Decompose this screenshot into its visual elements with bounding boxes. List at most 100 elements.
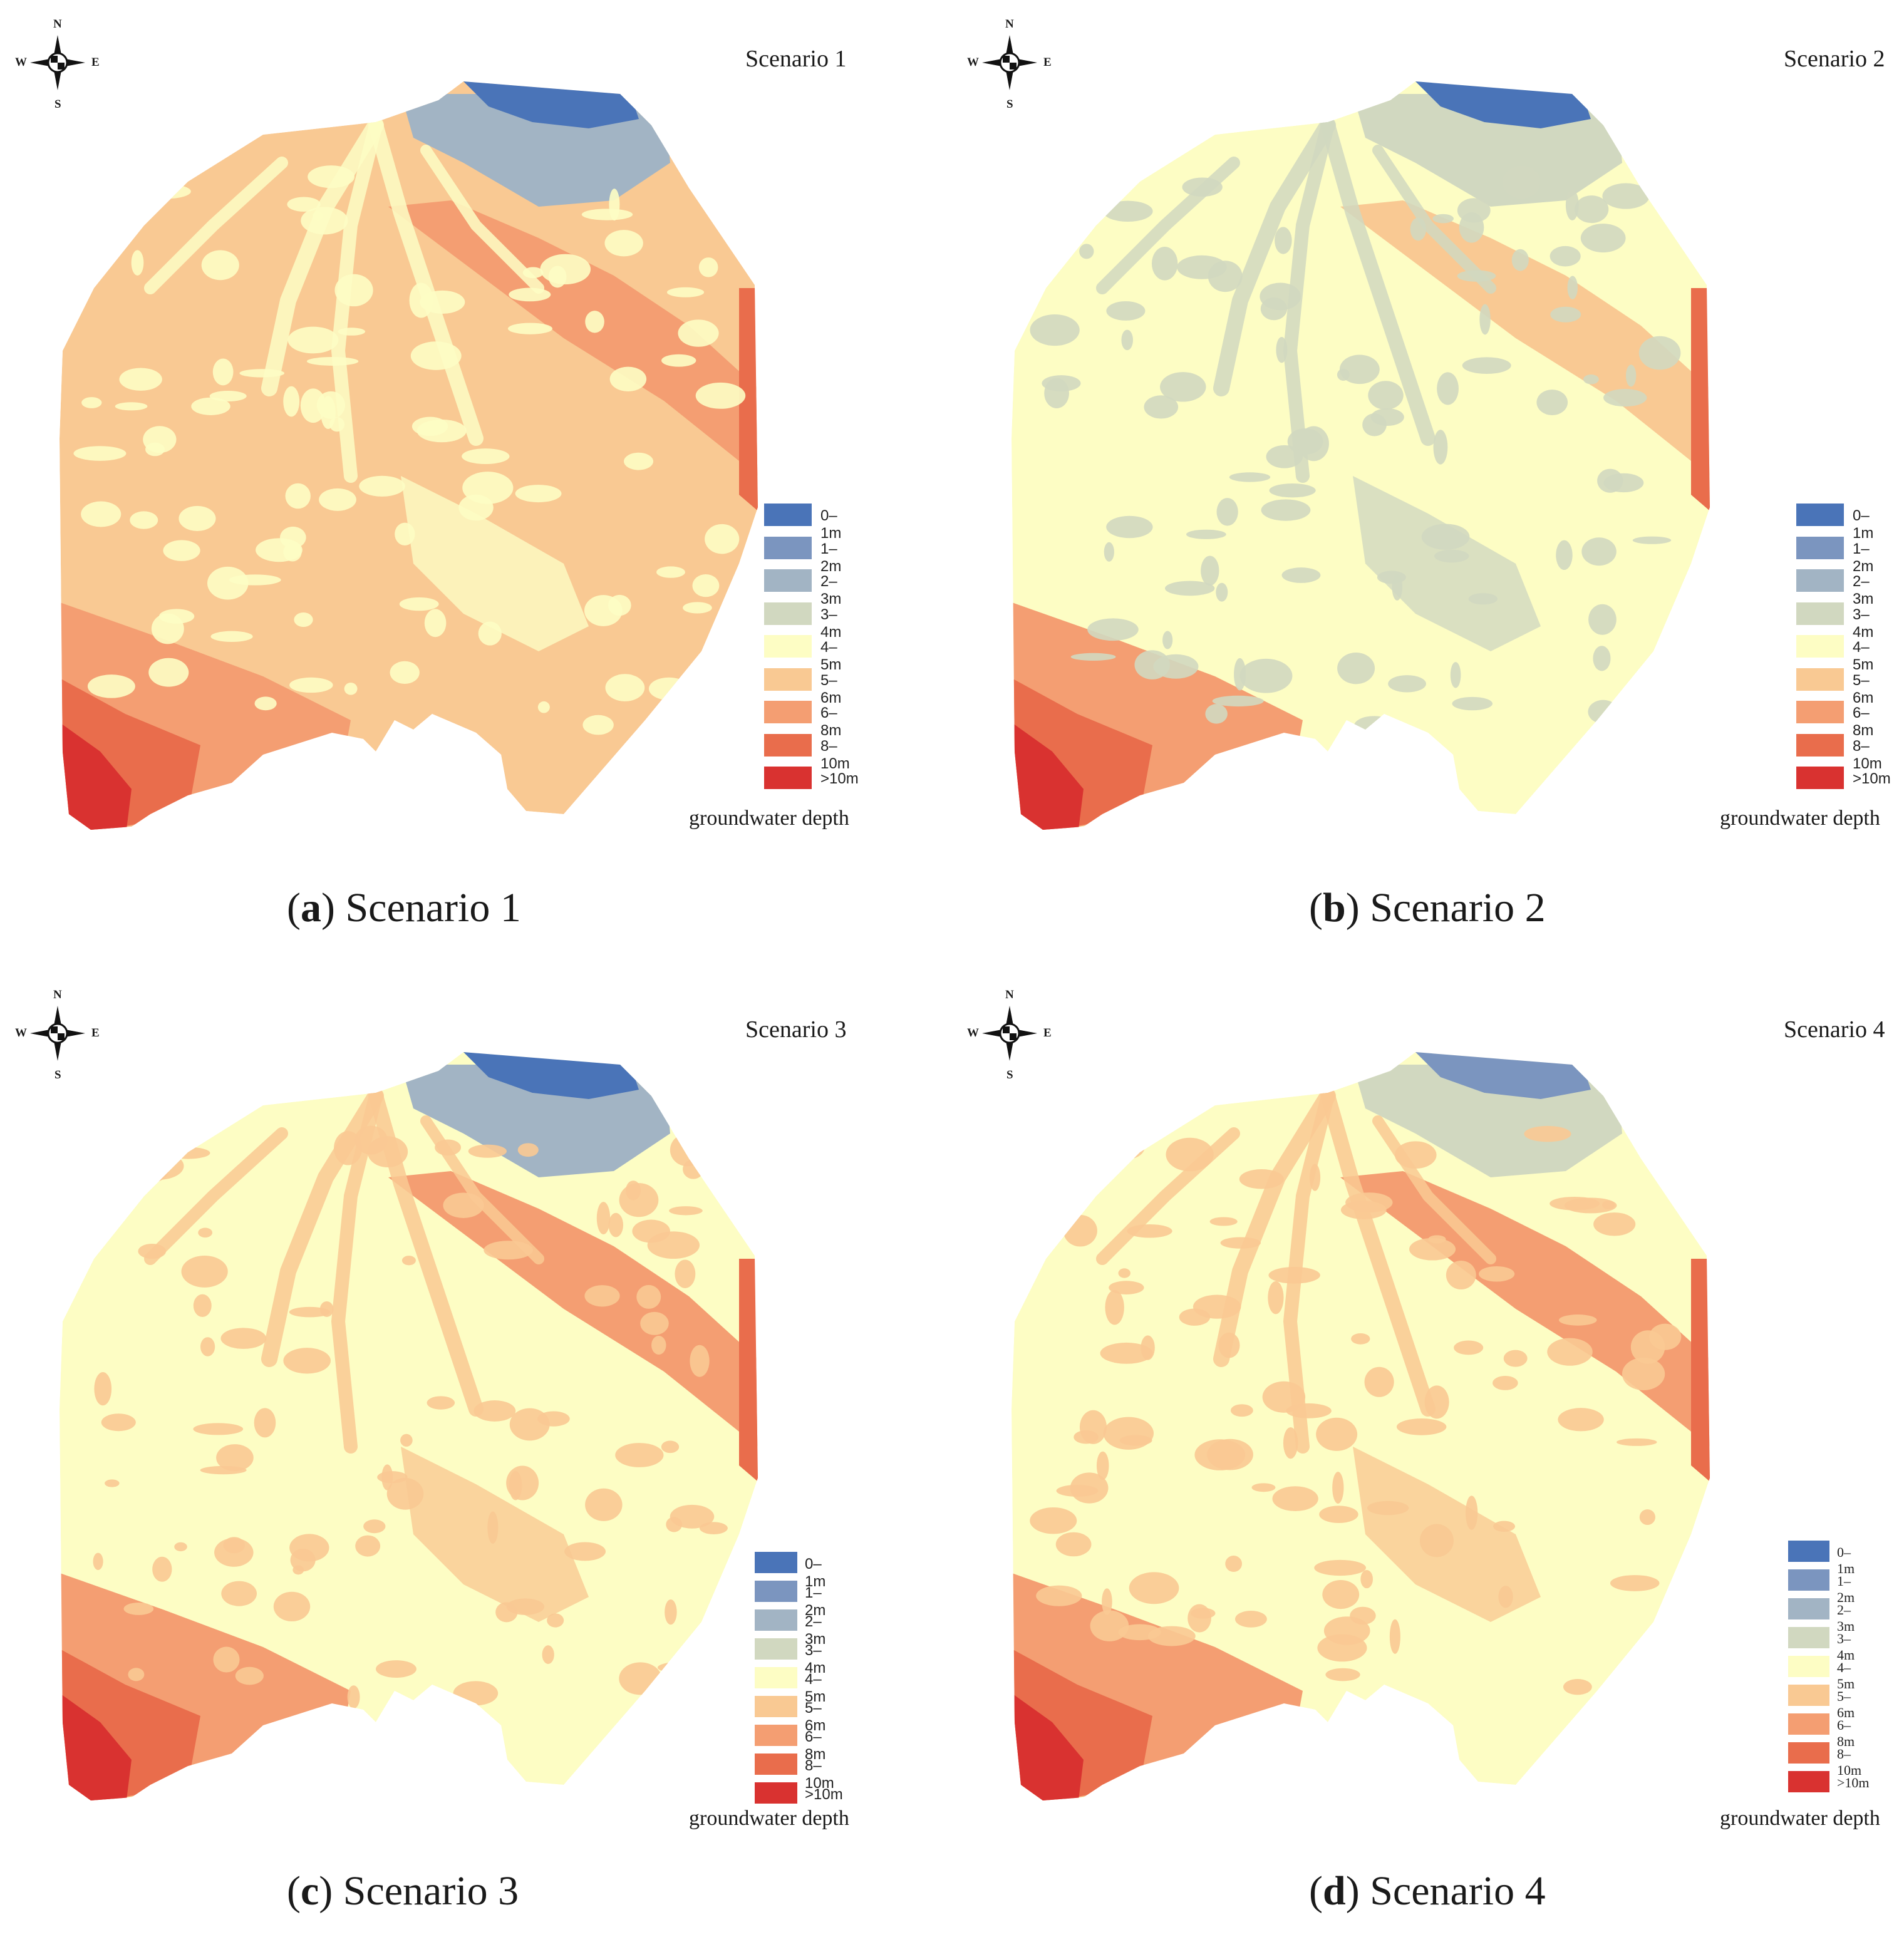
zone-patch — [1220, 1237, 1261, 1249]
zone-patch — [158, 609, 195, 624]
zone-patch — [142, 184, 191, 199]
legend-label: 1–2m — [1853, 540, 1874, 575]
zone-patch — [1368, 381, 1404, 410]
zone-patch — [1332, 1472, 1344, 1504]
zone-patch — [1269, 483, 1316, 498]
zone-patch — [105, 1479, 120, 1487]
zone-patch — [1639, 1509, 1655, 1526]
zone-patch — [287, 197, 321, 212]
zone-patch — [692, 574, 720, 597]
legend-label: 4–5m — [1853, 639, 1874, 673]
panel-caption: (c) Scenario 3 — [287, 1868, 519, 1914]
zone-patch — [582, 715, 614, 735]
scenario-title: Scenario 1 — [745, 46, 847, 72]
zone-patch — [681, 1663, 696, 1677]
zone-patch — [675, 1259, 696, 1288]
zone-patch — [1063, 1214, 1097, 1247]
zone-patch — [178, 505, 216, 532]
zone-patch — [1597, 468, 1623, 493]
legend-swatch — [764, 635, 812, 658]
legend-swatch — [1788, 1627, 1829, 1648]
zone-patch — [1144, 395, 1179, 419]
zone-patch — [338, 328, 366, 336]
zone-patch — [1593, 646, 1611, 671]
zone-patch — [1432, 214, 1454, 224]
zone-patch — [596, 1202, 611, 1234]
zone-patch — [1524, 1125, 1571, 1142]
zone-patch — [87, 674, 135, 698]
zone-belt — [388, 1171, 758, 1447]
zone-patch — [1395, 1141, 1437, 1169]
zone-patch — [1286, 1403, 1332, 1418]
zone-patch — [181, 1255, 228, 1288]
zone-patch — [306, 356, 359, 366]
map-layers — [59, 1052, 758, 1800]
zone-patch — [163, 540, 200, 561]
zone-patch — [515, 485, 562, 503]
map-layers — [1011, 1052, 1710, 1800]
zone-patch — [409, 282, 433, 318]
zone-east-edge — [739, 1259, 758, 1484]
legend-label: >10m — [1837, 1775, 1870, 1790]
zone-patch — [138, 1244, 167, 1259]
legend-label: 5–6m — [820, 671, 842, 706]
legend-label: 6–8m — [805, 1728, 826, 1763]
zone-patch — [148, 658, 189, 687]
zone-channel — [420, 145, 544, 294]
scenario-title: Scenario 4 — [1784, 1016, 1885, 1043]
zone-patch — [1478, 1266, 1515, 1282]
legend-title: groundwater depth — [689, 807, 849, 830]
zone-patch — [1550, 245, 1581, 267]
legend-label: 2–3m — [820, 573, 842, 607]
zone-patch — [94, 1372, 112, 1406]
zone-patch — [285, 483, 311, 509]
zone-patch — [608, 594, 631, 616]
zone-central — [401, 1447, 589, 1622]
zone-patch — [212, 358, 234, 386]
zone-patch — [1396, 1418, 1447, 1435]
legend-title: groundwater depth — [689, 1807, 849, 1830]
legend-swatch — [1788, 1598, 1829, 1619]
zone-patch — [116, 1154, 132, 1171]
zone-patch — [1389, 1619, 1400, 1654]
zone-patch — [1424, 1385, 1449, 1419]
zone-patch — [319, 1301, 334, 1317]
zone-patch — [1575, 195, 1609, 224]
zone-patch — [1261, 499, 1311, 521]
zone-patch — [1102, 200, 1153, 222]
north-arrow-icon: N S W E — [966, 18, 1053, 111]
zone-patch — [101, 1413, 136, 1432]
legend-swatch — [1788, 1742, 1829, 1764]
zone-patch — [1428, 1235, 1446, 1244]
legend-swatch — [755, 1667, 797, 1688]
zone-patch — [1087, 618, 1139, 641]
legend-swatch — [1796, 767, 1844, 789]
zone-patch — [1070, 653, 1116, 661]
zone-patch — [1649, 1323, 1682, 1350]
zone-patch — [1104, 542, 1114, 562]
zone-patch — [1262, 1381, 1306, 1413]
zone-patch — [678, 319, 719, 347]
zone-patch — [220, 1328, 267, 1349]
zone-patch — [200, 1337, 215, 1356]
zone-patch — [435, 1139, 462, 1156]
zone-patch — [334, 274, 373, 307]
zone-patch — [604, 230, 643, 257]
legend-label: 5–6m — [1837, 1688, 1855, 1720]
zone-patch — [1583, 374, 1599, 385]
zone-patch — [708, 650, 723, 666]
zone-patch — [581, 209, 633, 220]
legend-label: 0–1m — [805, 1556, 826, 1590]
panel-caption: (a) Scenario 1 — [287, 885, 521, 931]
caption-letter: a — [300, 885, 321, 931]
zone-patch — [585, 311, 604, 333]
caption-letter: c — [300, 1868, 319, 1914]
zone-patch — [221, 1581, 257, 1606]
zone-patch — [254, 1408, 276, 1438]
zone-patch — [289, 1306, 331, 1318]
zone-patch — [619, 1662, 662, 1695]
zone-channel — [144, 1127, 288, 1265]
zone-patch — [1316, 1417, 1358, 1451]
zone-patch — [1234, 1611, 1267, 1628]
zone-patch — [636, 1284, 661, 1309]
